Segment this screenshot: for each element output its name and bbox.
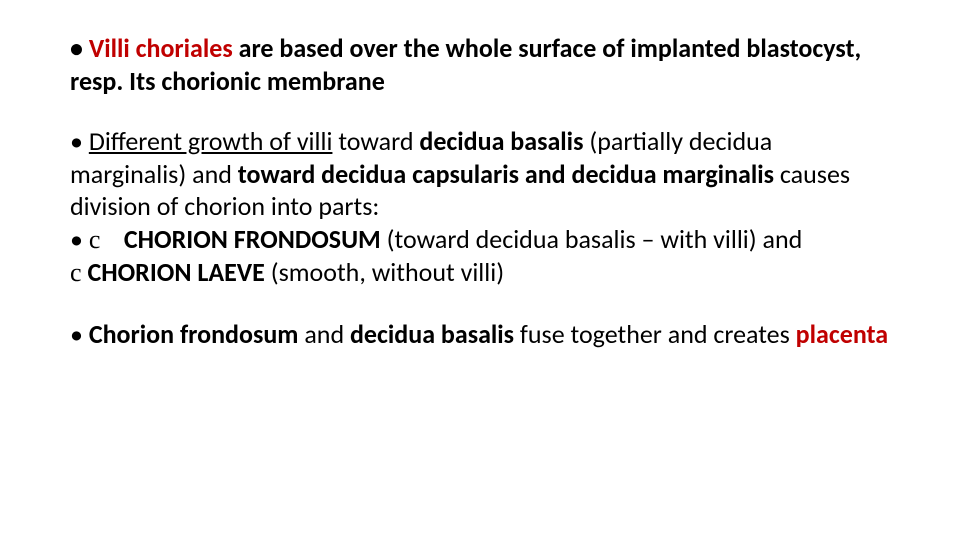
paragraph-3: • Chorion frondosum and decidua basalis … [70, 318, 890, 351]
text-different-growth: Different growth of villi [89, 125, 333, 157]
text-cl-tail: (smooth, without villi) [265, 256, 504, 288]
symbol-icon: c [70, 258, 82, 287]
term-decidua-basalis-2: decidua basalis [350, 318, 514, 350]
text-p3-b: fuse together and creates [514, 318, 796, 350]
term-villi-choriales: Villi choriales [89, 32, 233, 64]
term-chorion-frondosum: CHORION FRONDOSUM [124, 223, 381, 255]
term-placenta: placenta [796, 318, 888, 350]
term-decidua-caps-marg: toward decidua capsularis and decidua ma… [238, 158, 774, 190]
spacer [100, 223, 124, 255]
bullet-icon: • [70, 32, 89, 64]
term-chorion-frondosum-2: Chorion frondosum [89, 318, 299, 350]
term-decidua-basalis: decidua basalis [419, 125, 583, 157]
text-p3-a: and [298, 318, 350, 350]
paragraph-2: • Different growth of villi toward decid… [70, 125, 890, 290]
bullet-icon: • [70, 125, 89, 157]
bullet-icon: • [70, 223, 89, 255]
text-p2-a: toward [332, 125, 419, 157]
symbol-icon: c [89, 225, 101, 254]
paragraph-1: • Villi choriales are based over the who… [70, 32, 890, 97]
text-cf-tail: (toward decidua basalis – with villi) an… [381, 223, 803, 255]
term-chorion-laeve: CHORION LAEVE [87, 256, 264, 288]
bullet-icon: • [70, 318, 89, 350]
